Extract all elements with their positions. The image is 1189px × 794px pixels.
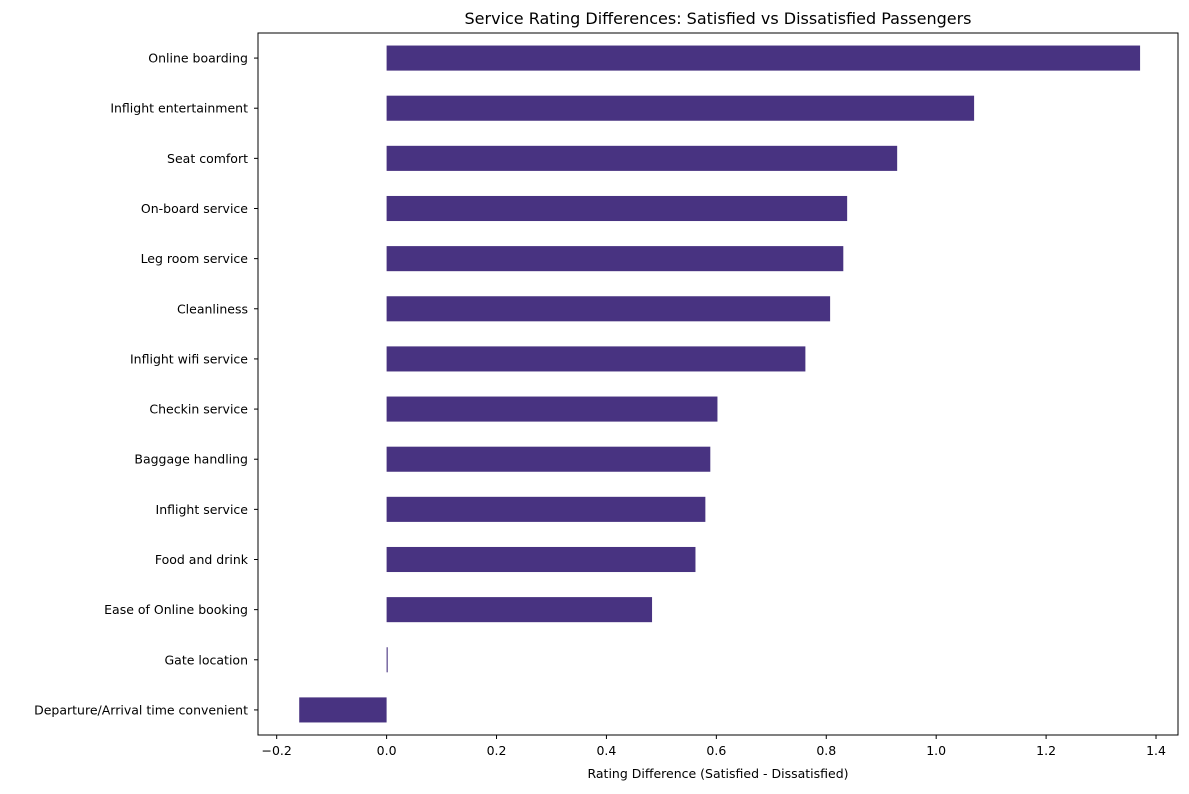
y-tick-label: Departure/Arrival time convenient <box>34 702 248 717</box>
bar-departure-arrival-time-convenient <box>299 697 387 723</box>
y-tick-label: Inflight entertainment <box>110 101 248 116</box>
bar-inflight-service <box>386 496 706 522</box>
x-axis-label: Rating Difference (Satisfied - Dissatisf… <box>587 766 848 781</box>
y-tick-label: Baggage handling <box>134 452 248 467</box>
x-tick-label: 0.0 <box>377 743 397 758</box>
bar-inflight-wifi-service <box>386 346 806 372</box>
y-tick-label: Ease of Online booking <box>104 602 248 617</box>
x-tick-label: 1.4 <box>1146 743 1166 758</box>
y-tick-label: Leg room service <box>141 251 249 266</box>
x-tick-label: 1.0 <box>926 743 946 758</box>
x-tick-label: 1.2 <box>1036 743 1056 758</box>
y-tick-label: Seat comfort <box>167 151 248 166</box>
y-tick-label: On-board service <box>141 201 248 216</box>
x-axis-ticks: −0.2 0.0 0.2 0.4 0.6 0.8 1.0 1.2 1.4 <box>262 735 1166 758</box>
bar-on-board-service <box>386 195 848 222</box>
x-tick-label: 0.8 <box>816 743 836 758</box>
bar-food-and-drink <box>386 546 696 573</box>
y-tick-label: Food and drink <box>155 552 249 567</box>
bar-gate-location <box>386 647 388 673</box>
y-tick-label: Online boarding <box>148 51 248 66</box>
plot-frame <box>257 32 1179 736</box>
y-axis-ticks: Online boarding Inflight entertainment Sea… <box>34 51 258 717</box>
y-tick-label: Checkin service <box>149 402 248 417</box>
chart-title: Service Rating Differences: Satisfied vs… <box>464 9 971 28</box>
x-tick-label: −0.2 <box>262 743 292 758</box>
bar-baggage-handling <box>386 446 711 472</box>
x-tick-label: 0.4 <box>596 743 616 758</box>
bar-seat-comfort <box>386 145 898 171</box>
bar-inflight-entertainment <box>386 95 975 121</box>
bar-leg-room-service <box>386 246 844 272</box>
x-tick-label: 0.2 <box>487 743 507 758</box>
y-tick-label: Inflight wifi service <box>130 351 248 366</box>
y-tick-label: Gate location <box>164 652 248 667</box>
bar-ease-of-online-booking <box>386 597 653 623</box>
y-tick-label: Inflight service <box>156 502 249 517</box>
bar-cleanliness <box>386 296 831 322</box>
bar-checkin-service <box>386 396 718 422</box>
y-tick-label: Cleanliness <box>177 301 248 316</box>
bars-group <box>299 45 1141 723</box>
x-tick-label: 0.6 <box>706 743 726 758</box>
bar-online-boarding <box>386 45 1141 71</box>
